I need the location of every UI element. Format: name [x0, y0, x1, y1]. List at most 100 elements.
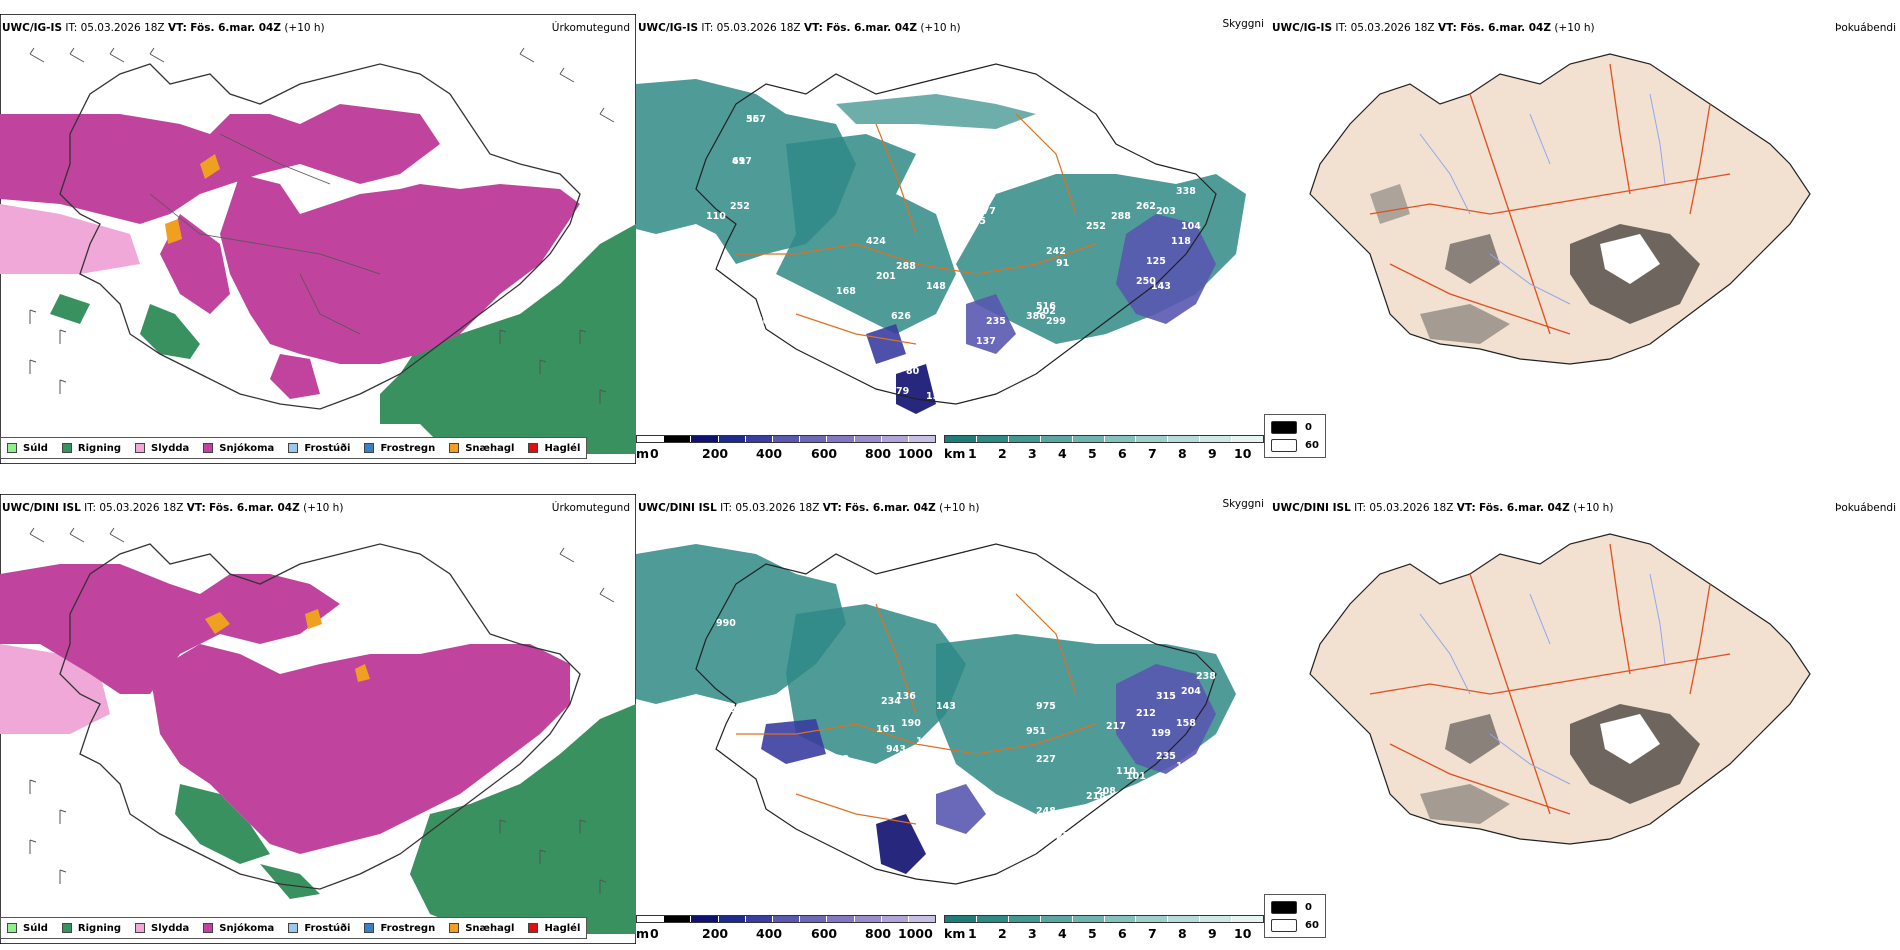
snow-depth-label: 110	[1116, 766, 1136, 777]
swatch	[61, 443, 72, 453]
colorbar-segment	[691, 916, 719, 922]
colorbar-segment	[1040, 436, 1073, 442]
snow-depth-label: 424	[866, 236, 886, 247]
snow-depth-label: 943	[886, 744, 906, 755]
fog-legend-bottom: 0 60	[1264, 894, 1326, 938]
cloud-colorbar-ticks-bottom: km 1 2 3 4 5 6 7 8 9 10	[944, 926, 1270, 942]
fog-map-bottom	[1309, 533, 1811, 845]
snow-depth-label: 137	[976, 336, 996, 347]
snow-depth-label: 103	[804, 766, 824, 777]
snow-depth-label: 220	[1056, 831, 1076, 842]
snow-depth-label: 257	[886, 881, 906, 892]
colorbar-segment	[718, 916, 746, 922]
snow-depth-label: 82	[906, 346, 919, 357]
cloud-colorbar-bottom	[944, 915, 1264, 923]
legend-item: Haglél	[528, 443, 580, 454]
snow-depth-label: 233	[776, 291, 796, 302]
fog-swatch-60	[1271, 919, 1297, 932]
tick: 0	[650, 926, 659, 941]
snow-depth-label: 101	[1126, 771, 1146, 782]
legend-item: Súld	[7, 923, 48, 934]
snow-depth-label: 80	[906, 366, 920, 377]
snow-depth-label: 277	[976, 206, 996, 217]
snow-depth-label: 158	[926, 391, 946, 402]
snow-depth-label: 975	[1036, 701, 1056, 712]
snow-depth-label: 76	[756, 316, 770, 327]
colorbar-segment	[1040, 916, 1073, 922]
snow-depth-label: 158	[1176, 718, 1196, 729]
snow-depth-label: 288	[896, 261, 916, 272]
snow-depth-label: 204	[1181, 686, 1201, 697]
legend-item: Snjókoma	[203, 923, 274, 934]
snow-depth-label: 110	[706, 211, 726, 222]
colorbar-segment	[1200, 436, 1233, 442]
colorbar-segment	[1008, 436, 1041, 442]
colorbar-segment	[664, 436, 692, 442]
snow-depth-label: 120	[904, 886, 924, 897]
colorbar-segment	[908, 916, 936, 922]
tick: 10	[1234, 926, 1252, 941]
fog-title-bottom: UWC/DINI ISL IT: 05.03.2026 18Z VT: Fös.…	[1272, 502, 1614, 514]
colorbar-segment	[745, 436, 773, 442]
snow-depth-label: 168	[836, 286, 856, 297]
colorbar-segment	[827, 436, 855, 442]
snow-depth-label: 212	[1136, 708, 1156, 719]
unit-label: km	[944, 446, 966, 461]
snow-depth-label: 184	[936, 351, 956, 362]
tick: 4	[1058, 446, 1067, 461]
snow-depth-label: 201	[876, 271, 896, 282]
colorbar-segment	[637, 436, 665, 442]
colorbar-segment	[827, 916, 855, 922]
fog-label-bottom: Þokuábendi	[1835, 502, 1896, 514]
tick: 600	[811, 926, 838, 941]
precip-type-label-top: Úrkomutegund	[551, 22, 630, 34]
snow-depth-label: 262	[1136, 201, 1156, 212]
snow-depth-label: 92	[846, 766, 859, 777]
precip-legend-bottom: Súld Rigning Slydda Snjókoma Frostúði Fr…	[0, 917, 588, 939]
tick: 1000	[898, 926, 933, 941]
snow-depth-label: 299	[1046, 316, 1066, 327]
snow-depth-label: 74	[946, 871, 960, 882]
legend-item: Frostregn	[364, 923, 435, 934]
colorbar-segment	[772, 916, 801, 922]
snow-depth-label: 252	[730, 201, 750, 212]
tick: 5	[1088, 446, 1097, 461]
snow-depth-label: 26	[806, 786, 820, 797]
precip-map-top	[0, 14, 636, 464]
snow-colorbar-ticks-bottom: m 0 200 400 600 800 1000	[636, 926, 946, 942]
tick: 8	[1178, 446, 1187, 461]
snow-depth-label: 125	[1146, 256, 1166, 267]
snow-depth-label: 199	[1151, 728, 1171, 739]
legend-item: Snjókoma	[203, 443, 274, 454]
colorbar-segment	[881, 436, 909, 442]
tick: 9	[1208, 926, 1217, 941]
colorbar-segment	[1104, 916, 1137, 922]
snow-depth-label: 136	[896, 691, 916, 702]
colorbar-segment	[945, 436, 977, 442]
cloud-label-bottom: Skyggni	[1222, 498, 1265, 510]
swatch	[7, 443, 17, 453]
colorbar-segment	[1136, 436, 1169, 442]
snow-depth-label: 252	[1086, 221, 1106, 232]
colorbar-segment	[745, 916, 773, 922]
swatch	[364, 443, 375, 453]
snow-title-top: UWC/IG-IS IT: 05.03.2026 18Z VT: Fös. 6.…	[638, 22, 961, 34]
snow-depth-label: 951	[1026, 726, 1046, 737]
tick: 4	[1058, 926, 1067, 941]
snow-depth-label: 36	[746, 114, 760, 125]
snow-depth-label: 235	[1156, 751, 1176, 762]
snow-depth-label: 190	[901, 718, 921, 729]
snow-depth-label: 104	[1181, 221, 1201, 232]
tick: 2	[998, 926, 1007, 941]
legend-item: Haglél	[528, 923, 580, 934]
tick: 1	[968, 446, 977, 461]
snow-cloud-panel-top: 557 697 252 110 424 288 148 201 168 223 73 176 76 233…	[636, 14, 1270, 464]
snow-depth-label: 288	[1111, 211, 1131, 222]
legend-item: Frostúði	[288, 923, 350, 934]
swatch	[288, 443, 299, 453]
snow-depth-label: 238	[1196, 671, 1216, 682]
tick: 7	[1148, 926, 1157, 941]
snow-depth-label: 250	[1136, 276, 1156, 287]
colorbar-segment	[881, 916, 909, 922]
